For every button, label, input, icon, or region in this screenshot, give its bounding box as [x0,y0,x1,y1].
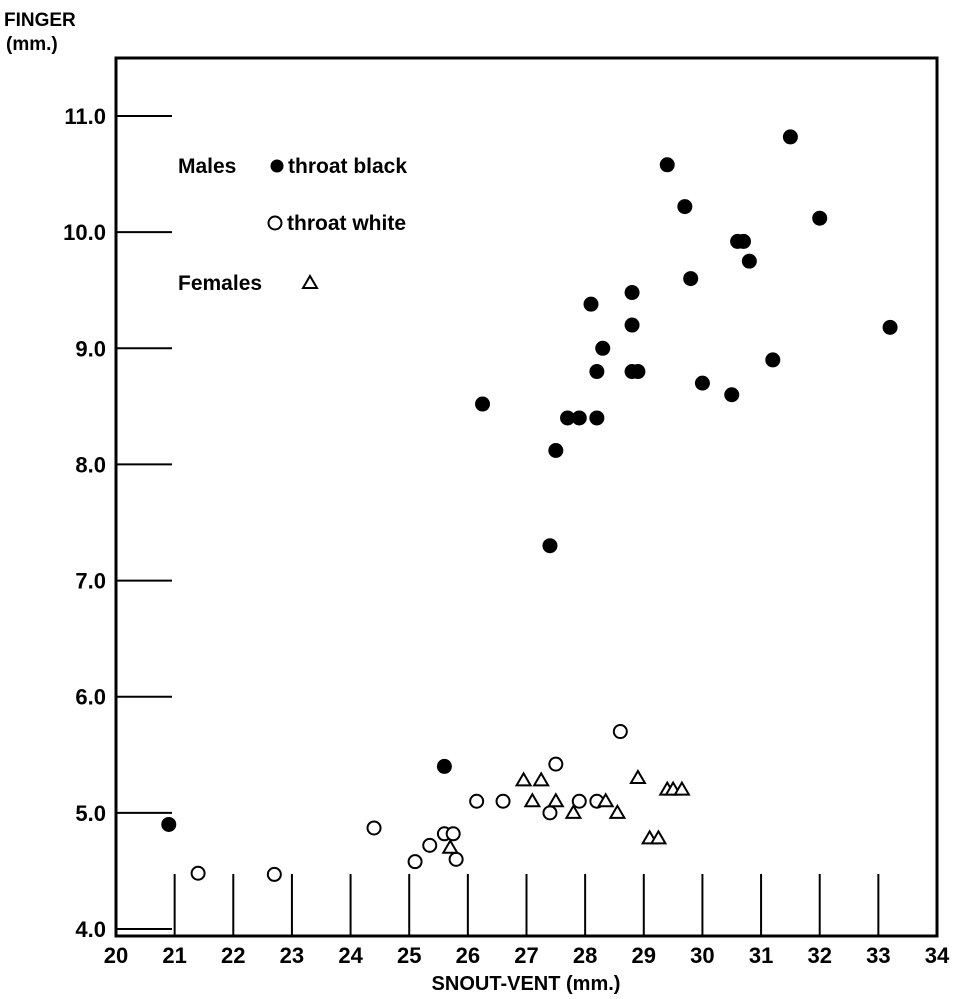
point-throat-black [694,375,710,391]
point-throat-white [495,793,511,809]
point-female [564,803,583,819]
point-throat-white [190,865,206,881]
point-female [514,771,533,787]
x-tick-label: 29 [632,943,656,968]
legend-label-throat-black: throat black [288,155,407,178]
point-throat-black [583,296,599,312]
point-throat-white [612,724,628,740]
point-throat-black [735,233,751,249]
point-female [547,792,565,808]
point-throat-black [571,410,587,426]
point-throat-white [548,756,564,772]
point-female [608,803,627,819]
y-tick-label: 4.0 [75,917,106,942]
point-throat-white [445,826,461,842]
x-tick-label: 25 [397,943,421,968]
legend-group-females: Females [178,272,262,295]
y-axis-label-line-1: FINGER [4,10,76,31]
legend: Males throat black throat white Females [178,155,407,295]
y-tick-label: 7.0 [75,569,106,594]
x-tick-label: 23 [280,943,304,968]
point-throat-white [542,805,558,821]
point-throat-black [624,285,640,301]
x-axis-label: SNOUT-VENT (mm.) [432,973,621,995]
x-tick-label: 33 [866,943,890,968]
y-axis-label-line-2: (mm.) [6,34,58,55]
y-tick-label: 6.0 [75,685,106,710]
x-tick-label: 22 [221,943,245,968]
x-tick-label: 34 [925,943,950,968]
point-throat-white [571,793,587,809]
point-throat-black [882,319,898,335]
x-tick-label: 28 [573,943,597,968]
legend-marker-filled-circle [270,159,284,173]
point-throat-white [407,854,423,870]
point-female [523,792,542,808]
x-tick-label: 24 [338,943,363,968]
point-throat-white [366,820,382,836]
point-throat-black [595,340,611,356]
point-throat-black [765,352,781,368]
point-throat-white [422,837,438,853]
legend-group-males: Males [178,155,236,178]
point-throat-black [542,538,558,554]
point-throat-black [475,396,491,412]
point-throat-black [589,364,605,380]
x-tick-label: 20 [104,943,128,968]
point-female [649,829,668,845]
x-tick-label: 31 [749,943,773,968]
point-female [596,792,615,808]
y-tick-label: 11.0 [64,104,106,129]
legend-marker-open-triangle [301,274,319,289]
point-throat-black [659,157,675,173]
point-throat-black [560,410,576,426]
point-throat-black [589,410,605,426]
y-tick-label: 10.0 [63,220,106,245]
point-throat-white [469,793,485,809]
y-tick-label: 5.0 [75,801,106,826]
point-throat-black [161,816,177,832]
y-axis: 4.0 5.0 6.0 7.0 8.0 9.0 10.0 11.0 [63,104,172,942]
x-tick-label: 30 [690,943,714,968]
x-tick-label: 21 [162,943,186,968]
point-throat-black [624,317,640,333]
point-throat-black [782,129,798,145]
legend-marker-open-circle [267,215,283,231]
x-axis: 20 21 22 23 24 25 26 27 28 29 30 31 32 33 34 [104,874,950,968]
data-points [161,129,898,882]
legend-label-throat-white: throat white [287,212,406,235]
point-female [673,780,691,796]
x-tick-label: 26 [456,943,480,968]
point-female [441,838,460,854]
y-tick-label: 9.0 [75,336,106,361]
point-female [629,769,647,785]
point-throat-black [548,442,564,458]
point-throat-black [741,253,757,269]
point-throat-black [683,271,699,287]
point-female [532,771,550,787]
point-throat-black [724,387,740,403]
y-tick-label: 8.0 [75,452,106,477]
point-throat-white [448,851,464,867]
point-throat-black [630,364,646,380]
point-throat-black [812,210,828,226]
point-throat-black [436,758,452,774]
x-tick-label: 32 [807,943,831,968]
point-throat-black [677,199,693,215]
x-tick-label: 27 [514,943,538,968]
point-throat-white [266,866,282,882]
